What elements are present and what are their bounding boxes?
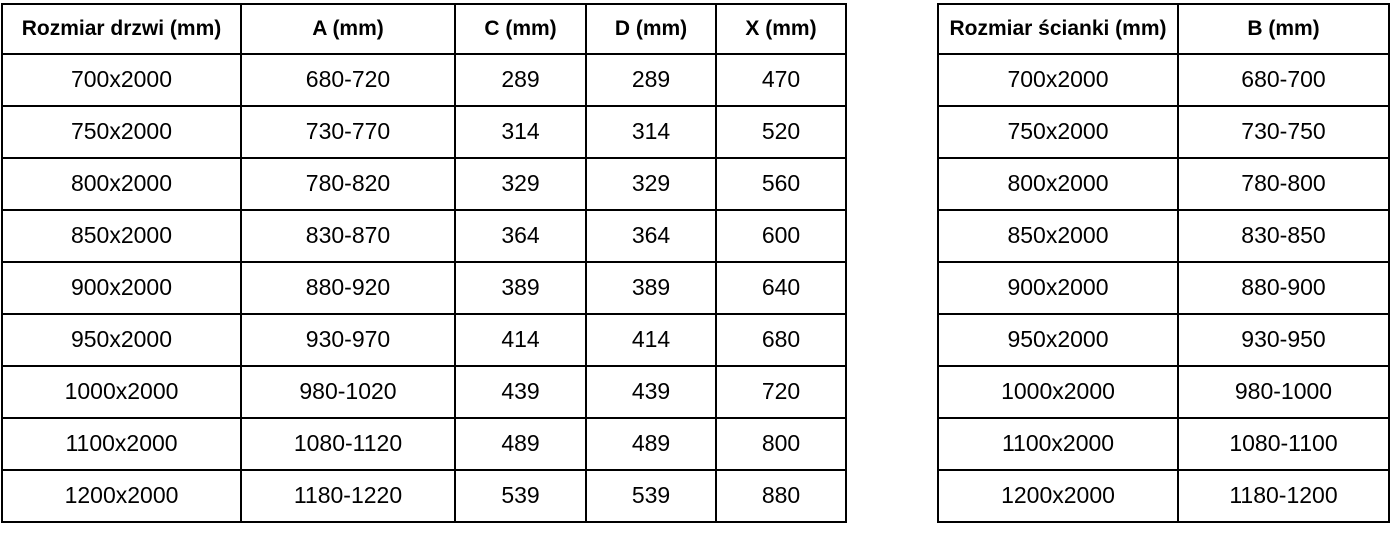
cell-wall-size: 950x2000 bbox=[937, 313, 1179, 367]
cell-x: 800 bbox=[715, 417, 847, 471]
cell-a: 780-820 bbox=[240, 157, 456, 211]
column-header-door-size: Rozmiar drzwi (mm) bbox=[1, 3, 242, 55]
table-row: 1200x2000 1180-1220 539 539 880 bbox=[1, 469, 847, 523]
cell-c: 364 bbox=[454, 209, 587, 263]
cell-wall-size: 700x2000 bbox=[937, 53, 1179, 107]
cell-c: 489 bbox=[454, 417, 587, 471]
table-header-row: Rozmiar drzwi (mm) A (mm) C (mm) D (mm) … bbox=[1, 3, 847, 55]
cell-x: 600 bbox=[715, 209, 847, 263]
wall-table-container: Rozmiar ścianki (mm) B (mm) 700x2000 680… bbox=[937, 3, 1390, 523]
cell-c: 329 bbox=[454, 157, 587, 211]
table-row: 950x2000 930-950 bbox=[937, 313, 1390, 367]
table-header-row: Rozmiar ścianki (mm) B (mm) bbox=[937, 3, 1390, 55]
cell-a: 1180-1220 bbox=[240, 469, 456, 523]
cell-x: 880 bbox=[715, 469, 847, 523]
cell-a: 1080-1120 bbox=[240, 417, 456, 471]
cell-wall-size: 800x2000 bbox=[937, 157, 1179, 211]
cell-b: 680-700 bbox=[1177, 53, 1390, 107]
table-row: 1000x2000 980-1020 439 439 720 bbox=[1, 365, 847, 419]
cell-a: 980-1020 bbox=[240, 365, 456, 419]
cell-d: 389 bbox=[585, 261, 717, 315]
cell-d: 329 bbox=[585, 157, 717, 211]
cell-b: 830-850 bbox=[1177, 209, 1390, 263]
table-row: 750x2000 730-750 bbox=[937, 105, 1390, 159]
doors-table-header: Rozmiar drzwi (mm) A (mm) C (mm) D (mm) … bbox=[1, 3, 847, 55]
cell-door-size: 700x2000 bbox=[1, 53, 242, 107]
column-header-wall-size: Rozmiar ścianki (mm) bbox=[937, 3, 1179, 55]
table-row: 1100x2000 1080-1120 489 489 800 bbox=[1, 417, 847, 471]
table-row: 850x2000 830-870 364 364 600 bbox=[1, 209, 847, 263]
table-row: 800x2000 780-820 329 329 560 bbox=[1, 157, 847, 211]
table-row: 750x2000 730-770 314 314 520 bbox=[1, 105, 847, 159]
table-row: 1100x2000 1080-1100 bbox=[937, 417, 1390, 471]
table-row: 700x2000 680-700 bbox=[937, 53, 1390, 107]
cell-d: 439 bbox=[585, 365, 717, 419]
cell-wall-size: 1000x2000 bbox=[937, 365, 1179, 419]
cell-door-size: 1100x2000 bbox=[1, 417, 242, 471]
cell-x: 720 bbox=[715, 365, 847, 419]
table-row: 800x2000 780-800 bbox=[937, 157, 1390, 211]
wall-table-header: Rozmiar ścianki (mm) B (mm) bbox=[937, 3, 1390, 55]
cell-d: 289 bbox=[585, 53, 717, 107]
cell-c: 439 bbox=[454, 365, 587, 419]
cell-c: 414 bbox=[454, 313, 587, 367]
doors-table-body: 700x2000 680-720 289 289 470 750x2000 73… bbox=[1, 53, 847, 523]
cell-wall-size: 750x2000 bbox=[937, 105, 1179, 159]
cell-door-size: 950x2000 bbox=[1, 313, 242, 367]
table-row: 950x2000 930-970 414 414 680 bbox=[1, 313, 847, 367]
cell-x: 470 bbox=[715, 53, 847, 107]
cell-wall-size: 900x2000 bbox=[937, 261, 1179, 315]
cell-b: 780-800 bbox=[1177, 157, 1390, 211]
cell-wall-size: 1200x2000 bbox=[937, 469, 1179, 523]
table-row: 1200x2000 1180-1200 bbox=[937, 469, 1390, 523]
column-header-x: X (mm) bbox=[715, 3, 847, 55]
cell-c: 314 bbox=[454, 105, 587, 159]
cell-c: 539 bbox=[454, 469, 587, 523]
cell-d: 539 bbox=[585, 469, 717, 523]
cell-d: 364 bbox=[585, 209, 717, 263]
cell-door-size: 800x2000 bbox=[1, 157, 242, 211]
cell-a: 830-870 bbox=[240, 209, 456, 263]
table-row: 1000x2000 980-1000 bbox=[937, 365, 1390, 419]
column-header-b: B (mm) bbox=[1177, 3, 1390, 55]
cell-door-size: 900x2000 bbox=[1, 261, 242, 315]
cell-wall-size: 1100x2000 bbox=[937, 417, 1179, 471]
cell-b: 1080-1100 bbox=[1177, 417, 1390, 471]
cell-d: 314 bbox=[585, 105, 717, 159]
cell-door-size: 850x2000 bbox=[1, 209, 242, 263]
table-row: 900x2000 880-900 bbox=[937, 261, 1390, 315]
cell-b: 1180-1200 bbox=[1177, 469, 1390, 523]
cell-b: 730-750 bbox=[1177, 105, 1390, 159]
cell-b: 980-1000 bbox=[1177, 365, 1390, 419]
cell-b: 930-950 bbox=[1177, 313, 1390, 367]
doors-dimensions-table: Rozmiar drzwi (mm) A (mm) C (mm) D (mm) … bbox=[1, 3, 847, 523]
cell-c: 389 bbox=[454, 261, 587, 315]
cell-door-size: 750x2000 bbox=[1, 105, 242, 159]
wall-table-body: 700x2000 680-700 750x2000 730-750 800x20… bbox=[937, 53, 1390, 523]
cell-wall-size: 850x2000 bbox=[937, 209, 1179, 263]
cell-x: 640 bbox=[715, 261, 847, 315]
table-row: 700x2000 680-720 289 289 470 bbox=[1, 53, 847, 107]
cell-c: 289 bbox=[454, 53, 587, 107]
table-row: 900x2000 880-920 389 389 640 bbox=[1, 261, 847, 315]
cell-d: 414 bbox=[585, 313, 717, 367]
cell-x: 680 bbox=[715, 313, 847, 367]
cell-a: 930-970 bbox=[240, 313, 456, 367]
cell-door-size: 1000x2000 bbox=[1, 365, 242, 419]
cell-x: 560 bbox=[715, 157, 847, 211]
column-header-c: C (mm) bbox=[454, 3, 587, 55]
cell-a: 730-770 bbox=[240, 105, 456, 159]
cell-b: 880-900 bbox=[1177, 261, 1390, 315]
column-header-a: A (mm) bbox=[240, 3, 456, 55]
cell-a: 880-920 bbox=[240, 261, 456, 315]
doors-table-container: Rozmiar drzwi (mm) A (mm) C (mm) D (mm) … bbox=[1, 3, 847, 523]
wall-dimensions-table: Rozmiar ścianki (mm) B (mm) 700x2000 680… bbox=[937, 3, 1390, 523]
cell-door-size: 1200x2000 bbox=[1, 469, 242, 523]
cell-a: 680-720 bbox=[240, 53, 456, 107]
column-header-d: D (mm) bbox=[585, 3, 717, 55]
table-row: 850x2000 830-850 bbox=[937, 209, 1390, 263]
cell-x: 520 bbox=[715, 105, 847, 159]
cell-d: 489 bbox=[585, 417, 717, 471]
